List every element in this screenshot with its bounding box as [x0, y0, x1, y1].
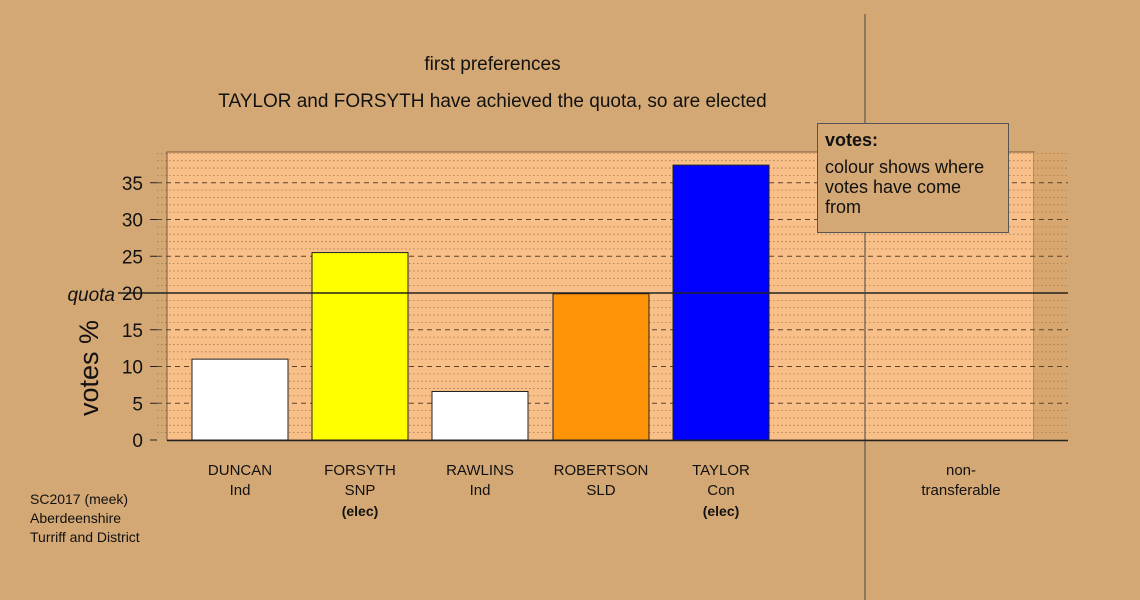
bar-duncan [191, 358, 289, 441]
x-category-label: TAYLOR Con (elec) [661, 461, 781, 521]
y-tick-label: 15 [122, 321, 143, 342]
candidate-name: TAYLOR [692, 462, 750, 479]
y-tick-label: 0 [132, 431, 143, 452]
candidate-party: transferable [921, 482, 1001, 499]
chart-subtitle: first preferences [424, 54, 561, 75]
legend-title: votes: [825, 130, 879, 150]
bars [118, 164, 1068, 441]
plot-area-extension [1034, 152, 1068, 440]
y-tick-label: 35 [122, 174, 143, 195]
footer-line-1: SC2017 (meek) [30, 491, 129, 507]
y-tick-label: 5 [132, 394, 143, 415]
candidate-party: SLD [586, 482, 616, 499]
y-tick-label: 20 [122, 284, 143, 305]
elected-marker: (elec) [341, 503, 379, 519]
y-tick-label: 25 [122, 247, 143, 268]
candidate-party: Ind [469, 482, 491, 499]
y-tick-label: 30 [122, 211, 143, 232]
y-axis: 0 5 10 15 20 25 30 35 quota [67, 174, 157, 452]
candidate-name: ROBERTSON [553, 462, 649, 479]
y-axis-label: votes % [74, 320, 104, 416]
candidate-party: Con [707, 482, 735, 499]
bar-rawlins [431, 390, 529, 441]
legend: votes: colour shows where votes have com… [817, 123, 1009, 233]
x-category-label: RAWLINS Ind [420, 461, 540, 501]
candidate-party: SNP [344, 482, 376, 499]
candidate-party: Ind [229, 482, 251, 499]
footer-line-2: Aberdeenshire [30, 510, 122, 526]
bar-robertson [552, 293, 650, 441]
x-category-label: non-transferable [901, 461, 1021, 501]
footer-info: SC2017 (meek) Aberdeenshire Turriff and … [30, 490, 140, 547]
x-category-label: DUNCAN Ind [180, 461, 300, 501]
bar-taylor [672, 164, 770, 441]
quota-label: quota [67, 285, 115, 306]
bar-forsyth [311, 252, 409, 441]
candidate-name: non- [945, 462, 977, 479]
x-category-label: FORSYTH SNP (elec) [300, 461, 420, 521]
candidate-name: RAWLINS [446, 462, 514, 479]
y-tick-label: 10 [122, 358, 143, 379]
elected-marker: (elec) [702, 503, 740, 519]
x-category-label: ROBERTSON SLD [541, 461, 661, 501]
legend-body: colour shows where votes have come from [825, 157, 985, 217]
candidate-name: FORSYTH [324, 462, 396, 479]
candidate-name: DUNCAN [207, 462, 273, 479]
footer-line-3: Turriff and District [30, 529, 140, 545]
chart-title: TAYLOR and FORSYTH have achieved the quo… [218, 91, 767, 112]
